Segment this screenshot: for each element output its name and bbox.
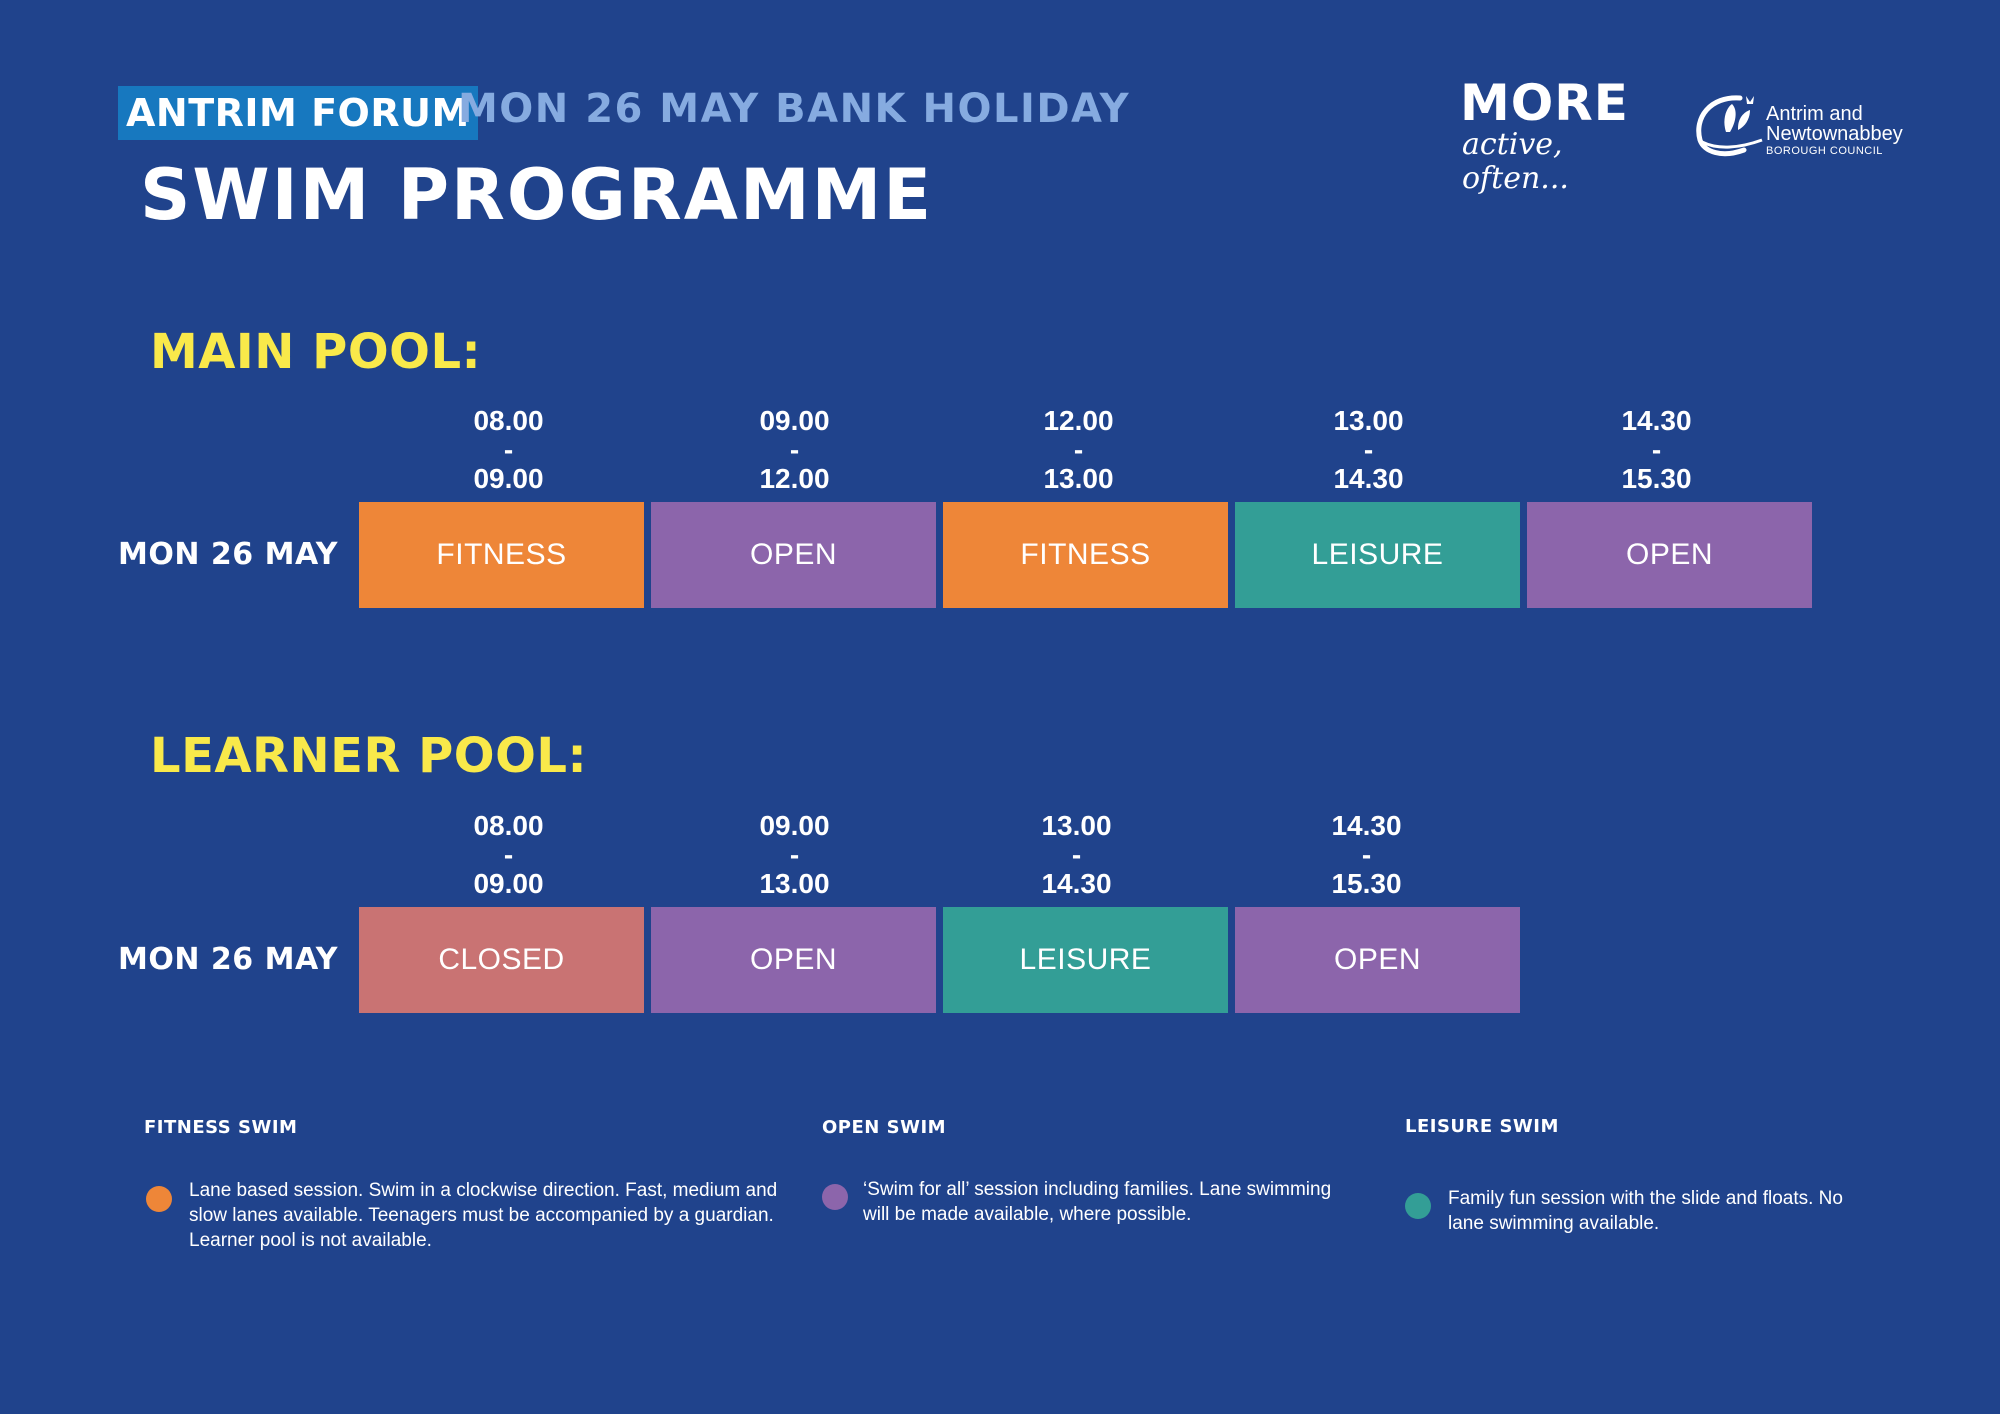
page-title: SWIM PROGRAMME bbox=[140, 154, 934, 236]
time-end: 12.00 bbox=[759, 463, 830, 494]
leisure-dot-icon bbox=[1405, 1193, 1431, 1219]
time-separator: - bbox=[1073, 434, 1084, 465]
main-session-open: OPEN bbox=[1527, 502, 1812, 608]
time-start: 09.00 bbox=[759, 405, 830, 436]
legend-fitness-text: Lane based session. Swim in a clockwise … bbox=[189, 1180, 778, 1251]
main-time-slot: 13.00 - 14.30 bbox=[1226, 406, 1511, 493]
time-end: 13.00 bbox=[1043, 463, 1114, 494]
time-start: 14.30 bbox=[1621, 405, 1692, 436]
main-pool-day-label: MON 26 MAY bbox=[118, 537, 339, 572]
venue-tag: ANTRIM FORUM bbox=[118, 86, 478, 140]
main-session-leisure: LEISURE bbox=[1235, 502, 1520, 608]
time-end: 15.30 bbox=[1331, 868, 1402, 899]
legend-fitness-title: FITNESS SWIM bbox=[144, 1117, 298, 1138]
time-start: 13.00 bbox=[1041, 810, 1112, 841]
learner-session-open: OPEN bbox=[1235, 907, 1520, 1013]
main-time-slot: 14.30 - 15.30 bbox=[1514, 406, 1799, 493]
main-time-slot: 09.00 - 12.00 bbox=[652, 406, 937, 493]
learner-pool-day-label: MON 26 MAY bbox=[118, 942, 339, 977]
time-separator: - bbox=[1361, 839, 1372, 870]
council-name: Antrim and Newtownabbey BOROUGH COUNCIL bbox=[1766, 104, 1903, 158]
council-line-2: Newtownabbey bbox=[1766, 123, 1903, 145]
logo-tagline: active, often... bbox=[1462, 127, 1569, 196]
main-session-open: OPEN bbox=[651, 502, 936, 608]
main-time-slot: 08.00 - 09.00 bbox=[366, 406, 651, 493]
time-separator: - bbox=[1651, 434, 1662, 465]
time-separator: - bbox=[1363, 434, 1374, 465]
time-start: 08.00 bbox=[473, 810, 544, 841]
council-line-3: BOROUGH COUNCIL bbox=[1766, 145, 1883, 157]
open-dot-icon bbox=[822, 1184, 848, 1210]
time-start: 14.30 bbox=[1331, 810, 1402, 841]
event-subtitle: MON 26 MAY BANK HOLIDAY bbox=[458, 86, 1131, 132]
legend-leisure-title: LEISURE SWIM bbox=[1405, 1116, 1559, 1137]
more-active-often-logo: MORE active, often... bbox=[1460, 78, 1640, 196]
time-end: 14.30 bbox=[1333, 463, 1404, 494]
time-end: 13.00 bbox=[759, 868, 830, 899]
time-separator: - bbox=[789, 839, 800, 870]
time-start: 09.00 bbox=[759, 810, 830, 841]
learner-session-open: OPEN bbox=[651, 907, 936, 1013]
main-pool-heading: MAIN POOL: bbox=[150, 324, 482, 380]
main-session-fitness: FITNESS bbox=[359, 502, 644, 608]
council-crest-icon bbox=[1696, 95, 1763, 157]
learner-time-slot: 14.30 - 15.30 bbox=[1224, 811, 1509, 898]
time-end: 15.30 bbox=[1621, 463, 1692, 494]
legend-open-title: OPEN SWIM bbox=[822, 1117, 947, 1138]
council-line-1: Antrim and bbox=[1766, 103, 1863, 125]
learner-pool-heading: LEARNER POOL: bbox=[150, 728, 588, 784]
time-end: 09.00 bbox=[473, 463, 544, 494]
learner-time-slot: 13.00 - 14.30 bbox=[934, 811, 1219, 898]
time-separator: - bbox=[789, 434, 800, 465]
learner-session-leisure: LEISURE bbox=[943, 907, 1228, 1013]
main-session-fitness: FITNESS bbox=[943, 502, 1228, 608]
time-end: 09.00 bbox=[473, 868, 544, 899]
legend-leisure-text: Family fun session with the slide and fl… bbox=[1448, 1188, 1843, 1234]
time-separator: - bbox=[503, 434, 514, 465]
fitness-dot-icon bbox=[146, 1186, 172, 1212]
logo-more-text: MORE bbox=[1460, 74, 1629, 132]
time-start: 08.00 bbox=[473, 405, 544, 436]
main-time-slot: 12.00 - 13.00 bbox=[936, 406, 1221, 493]
learner-session-closed: CLOSED bbox=[359, 907, 644, 1013]
legend-open-text: ‘Swim for all’ session including familie… bbox=[863, 1179, 1332, 1225]
time-separator: - bbox=[503, 839, 514, 870]
time-start: 12.00 bbox=[1043, 405, 1114, 436]
learner-time-slot: 08.00 - 09.00 bbox=[366, 811, 651, 898]
time-end: 14.30 bbox=[1041, 868, 1112, 899]
learner-time-slot: 09.00 - 13.00 bbox=[652, 811, 937, 898]
time-separator: - bbox=[1071, 839, 1082, 870]
time-start: 13.00 bbox=[1333, 405, 1404, 436]
